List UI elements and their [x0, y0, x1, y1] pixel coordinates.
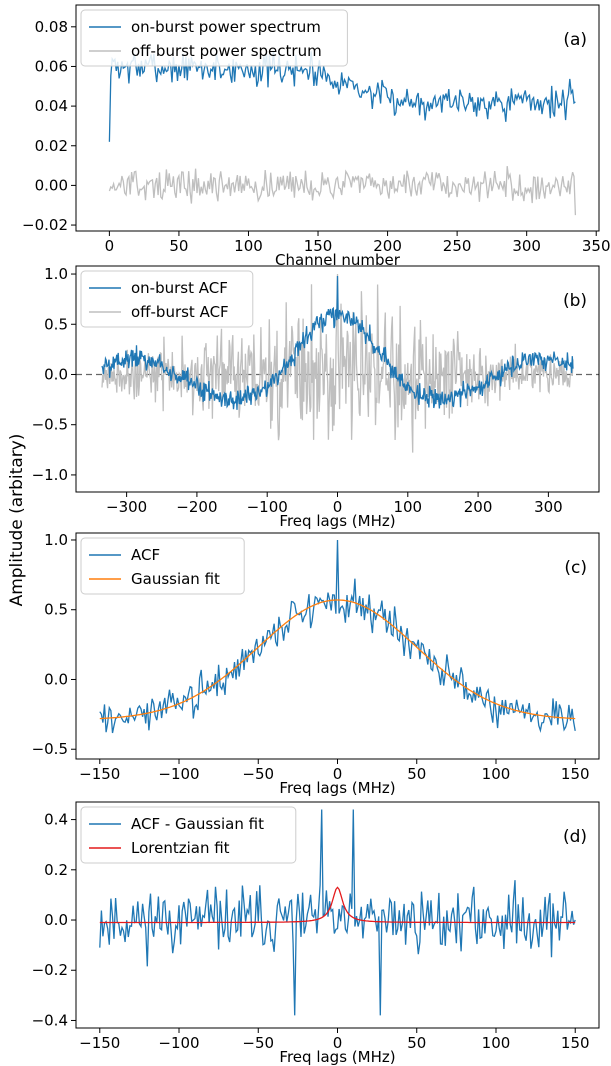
x-tick-label: 0 [333, 1034, 343, 1052]
y-tick-label: −1.0 [32, 466, 68, 484]
panel-d: −150 −100 −50 0 50 100 150 −0.4 −0.2 0.0 0.2 0.4 Fre… [32, 801, 600, 1066]
x-tick-label: −150 [79, 765, 120, 783]
x-tick-label: 0 [105, 237, 115, 255]
x-tick-label: −100 [158, 1034, 199, 1052]
y-tick-label: −0.2 [32, 961, 68, 979]
panel-label: (a) [563, 30, 587, 50]
series-line-2 [99, 599, 576, 720]
y-tick-label: 0.5 [44, 315, 68, 333]
x-tick-label: 200 [373, 237, 402, 255]
x-tick-label: −100 [158, 765, 199, 783]
y-tick-label: 0.0 [44, 670, 68, 688]
x-tick-label: 50 [407, 765, 426, 783]
legend-entry: Gaussian fit [131, 570, 220, 588]
y-tick-label: 0.08 [35, 18, 68, 36]
legend-entry: on-burst ACF [131, 279, 228, 297]
x-tick-label: 50 [169, 237, 188, 255]
y-tick-label: 0.0 [44, 911, 68, 929]
x-tick-label: −150 [79, 1034, 120, 1052]
series-line-2 [101, 275, 574, 410]
y-tick-label: −0.5 [32, 740, 68, 758]
panel-b: −300 −200 −100 0 100 200 300 −1.0 −0.5 0.0 0.5 1.0 F… [32, 265, 600, 530]
legend-entry: ACF [131, 546, 160, 564]
y-tick-label: 0.0 [44, 365, 68, 383]
series-line-2 [99, 886, 576, 924]
legend: ACF - Gaussian fit Lorentzian fit [80, 806, 297, 864]
legend: ACF Gaussian fit [80, 537, 245, 595]
series-line-1 [99, 809, 576, 1016]
x-tick-label: 100 [234, 237, 263, 255]
x-tick-label: −100 [247, 498, 288, 516]
x-tick-label: 0 [333, 498, 343, 516]
shared-ylabel: Amplitude (arbitary) [7, 434, 27, 607]
y-tick-label: 1.0 [44, 265, 68, 283]
legend: on-burst ACF off-burst ACF [80, 270, 254, 328]
y-tick-label: 0.00 [35, 176, 68, 194]
x-tick-label: 150 [561, 1034, 590, 1052]
x-tick-label: 300 [512, 237, 541, 255]
x-tick-label: 100 [482, 765, 511, 783]
legend-entry: on-burst power spectrum [131, 18, 321, 36]
legend-entry: Lorentzian fit [131, 839, 230, 857]
x-axis-label: Freq lags (MHz) [279, 1048, 395, 1066]
legend-box [80, 537, 245, 595]
panel-label: (c) [564, 558, 587, 578]
y-tick-label: 0.06 [35, 57, 68, 75]
x-axis-label: Freq lags (MHz) [279, 512, 395, 530]
legend-box [80, 806, 297, 864]
x-tick-label: 250 [443, 237, 472, 255]
y-tick-label: 0.02 [35, 137, 68, 155]
y-tick-label: 0.04 [35, 97, 68, 115]
y-tick-label: 0.2 [44, 861, 68, 879]
y-tick-label: 1.0 [44, 531, 68, 549]
legend-entry: off-burst ACF [131, 303, 229, 321]
x-axis-label: Freq lags (MHz) [279, 779, 395, 797]
x-tick-label: −50 [242, 1034, 274, 1052]
x-tick-label: 50 [407, 1034, 426, 1052]
x-tick-label: 150 [561, 765, 590, 783]
legend: on-burst power spectrum off-burst power s… [80, 9, 348, 67]
y-tick-label: 0.5 [44, 601, 68, 619]
x-axis-label: Channel number [275, 251, 401, 269]
legend-entry: ACF - Gaussian fit [131, 815, 264, 833]
panel-label: (d) [563, 827, 587, 847]
x-tick-label: 350 [582, 237, 611, 255]
panel-c: −150 −100 −50 0 50 100 150 −0.5 0.0 0.5 1.0 Freq la… [32, 531, 600, 797]
y-tick-label: −0.5 [32, 416, 68, 434]
x-tick-label: 100 [482, 1034, 511, 1052]
panel-label: (b) [563, 291, 587, 311]
y-tick-label: −0.02 [22, 216, 68, 234]
y-tick-label: −0.4 [32, 1011, 68, 1029]
x-tick-label: −50 [242, 765, 274, 783]
series-line-2 [108, 166, 577, 216]
x-tick-label: −300 [106, 498, 147, 516]
panel-a: 0 50 100 150 200 250 300 350 −0.02 0.00 0.02 0.04 0.… [22, 4, 611, 269]
legend-box [80, 270, 254, 328]
x-tick-label: 200 [464, 498, 493, 516]
legend-entry: off-burst power spectrum [131, 42, 322, 60]
x-tick-label: 0 [333, 765, 343, 783]
series-line-1 [108, 50, 576, 142]
plot-frame [75, 4, 600, 232]
series-line-1 [99, 539, 576, 734]
legend-box [80, 9, 348, 67]
y-tick-label: 0.4 [44, 811, 68, 829]
x-tick-label: −200 [176, 498, 217, 516]
x-tick-label: 100 [393, 498, 422, 516]
x-tick-label: 150 [304, 237, 333, 255]
x-tick-label: 300 [534, 498, 563, 516]
